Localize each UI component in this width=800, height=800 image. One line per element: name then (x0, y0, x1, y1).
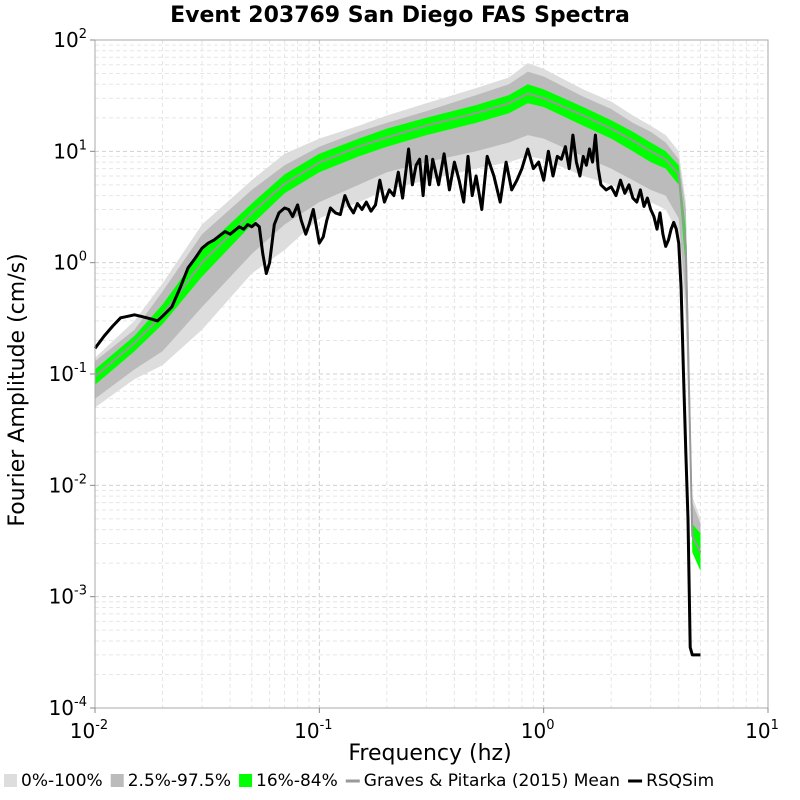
band-1 (95, 71, 701, 564)
series-lines (93, 92, 702, 657)
x-tick-label: 101 (745, 718, 779, 743)
legend-item-2: 16%-84% (239, 771, 338, 791)
y-tick-label: 10-1 (49, 361, 87, 386)
series-line-1 (93, 133, 701, 657)
legend-item-0: 0%-100% (4, 771, 103, 791)
legend-item-4: RSQSim (628, 771, 714, 791)
y-tick-label: 100 (53, 250, 87, 275)
y-tick-label: 102 (53, 27, 87, 52)
chart-title: Event 203769 San Diego FAS Spectra (170, 3, 630, 28)
legend-swatch (239, 774, 253, 787)
legend-label: Graves & Pitarka (2015) Mean (364, 771, 620, 791)
x-tick-label: 100 (521, 718, 555, 743)
x-axis-label: Frequency (hz) (348, 741, 511, 766)
y-axis-label: Fourier Amplitude (cm/s) (5, 253, 30, 526)
legend-label: 0%-100% (21, 771, 103, 791)
percentile-bands (95, 63, 701, 572)
legend-label: 16%-84% (256, 771, 338, 791)
y-tick-label: 101 (53, 138, 87, 163)
x-tick-label: 10-2 (70, 718, 108, 743)
legend-swatch (4, 774, 17, 787)
band-0 (95, 63, 701, 564)
legend-label: 2.5%-97.5% (128, 771, 231, 791)
y-tick-label: 10-2 (49, 472, 87, 497)
tick-labels: 10-2 10-1 100 101 10-4 10-3 10-2 10-1 100 101 102 (49, 27, 779, 743)
x-tick-label: 10-1 (294, 718, 332, 743)
y-tick-label: 10-3 (49, 584, 87, 609)
legend-item-3: Graves & Pitarka (2015) Mean (345, 771, 620, 791)
legend: 0%-100% 2.5%-97.5% 16%-84% Graves & Pitarka… (4, 771, 714, 791)
legend-label: RSQSim (646, 771, 714, 791)
y-tick-label: 10-4 (49, 695, 87, 720)
legend-item-1: 2.5%-97.5% (110, 771, 231, 791)
legend-swatch (110, 774, 124, 787)
